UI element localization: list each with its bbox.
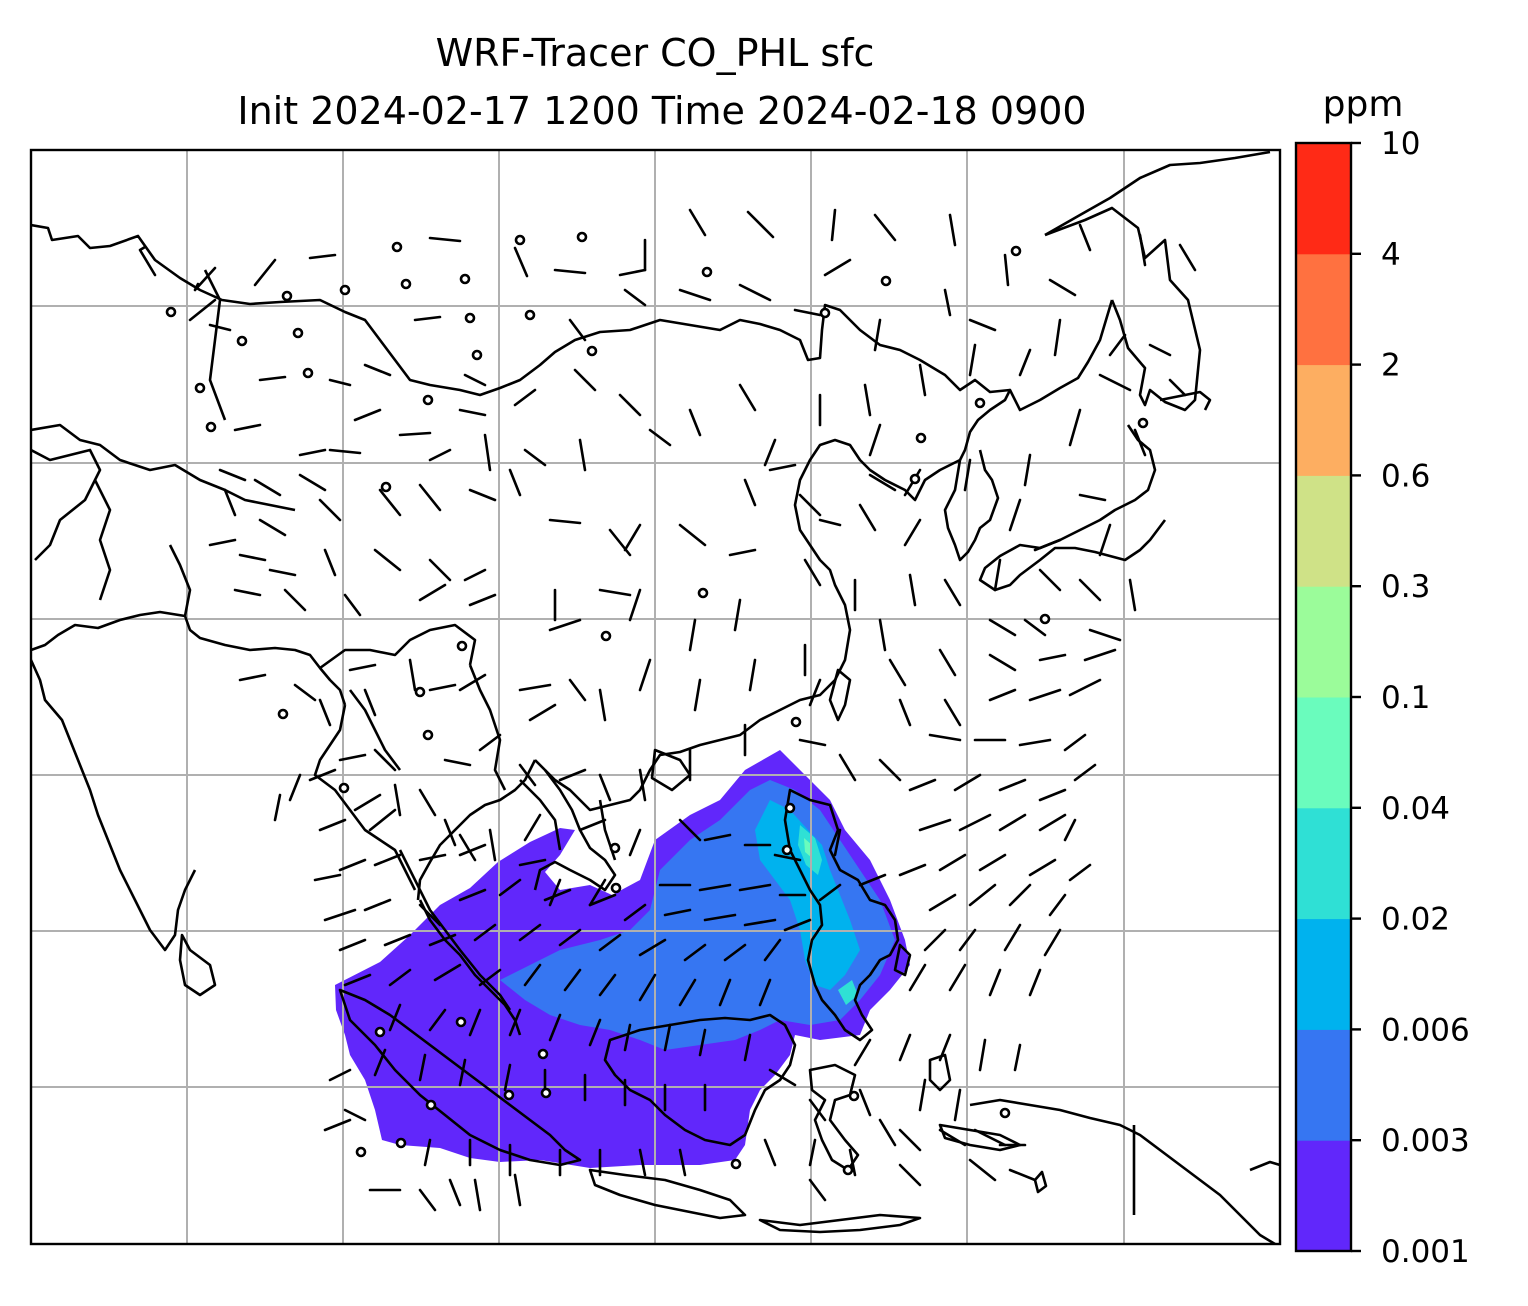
colorbar-segment-0.6-2 <box>1296 364 1351 476</box>
colorbar-frame <box>1294 141 1353 1253</box>
colorbar-segments <box>1296 143 1351 1252</box>
tracer-concentration-fill <box>335 750 910 1168</box>
tracer-level-0.02 <box>798 825 858 1005</box>
map-coastlines <box>31 150 1280 1244</box>
colorbar-ticks: 0.001 0.003 0.006 0.02 0.04 0.1 0.3 0.6 2 4 10 <box>1351 126 1470 1270</box>
wind-barbs <box>138 208 1197 1212</box>
colorbar-tick-label: 2 <box>1381 348 1401 384</box>
colorbar-segment-2-4 <box>1296 253 1351 366</box>
colorbar-tick-label: 4 <box>1381 237 1401 273</box>
colorbar-tick-label: 0.6 <box>1381 458 1430 494</box>
colorbar-tick-label: 10 <box>1381 126 1420 162</box>
colorbar-segment-0.003-0.006 <box>1296 1029 1351 1141</box>
calm-wind-markers <box>165 231 1149 1176</box>
colorbar-segment-0.04-0.1 <box>1296 697 1351 809</box>
colorbar-segment-0.1-0.3 <box>1296 586 1351 698</box>
colorbar-tick-label: 0.006 <box>1381 1012 1470 1048</box>
map-panel <box>29 148 1282 1246</box>
colorbar-segment-0.001-0.003 <box>1296 1140 1351 1252</box>
colorbar-segment-4-10 <box>1296 143 1351 255</box>
map-title-line1: WRF-Tracer CO_PHL sfc <box>436 31 875 75</box>
colorbar: ppm 0.001 0.003 0.006 0.02 0.04 0.1 0.3 0.6 2 4 10 <box>1294 84 1470 1270</box>
colorbar-tick-label: 0.02 <box>1381 902 1450 938</box>
colorbar-tick-label: 0.003 <box>1381 1123 1470 1159</box>
colorbar-segment-0.006-0.02 <box>1296 918 1351 1030</box>
colorbar-unit-label: ppm <box>1323 84 1404 125</box>
colorbar-segment-0.3-0.6 <box>1296 475 1351 587</box>
colorbar-tick-label: 0.1 <box>1381 680 1430 716</box>
map-frame <box>29 148 1282 1246</box>
map-title-line2: Init 2024-02-17 1200 Time 2024-02-18 090… <box>237 89 1086 133</box>
colorbar-segment-0.02-0.04 <box>1296 807 1351 920</box>
tracer-level-0.006 <box>755 800 860 990</box>
colorbar-tick-label: 0.04 <box>1381 791 1450 827</box>
colorbar-tick-label: 0.001 <box>1381 1234 1470 1270</box>
colorbar-tick-label: 0.3 <box>1381 569 1430 605</box>
